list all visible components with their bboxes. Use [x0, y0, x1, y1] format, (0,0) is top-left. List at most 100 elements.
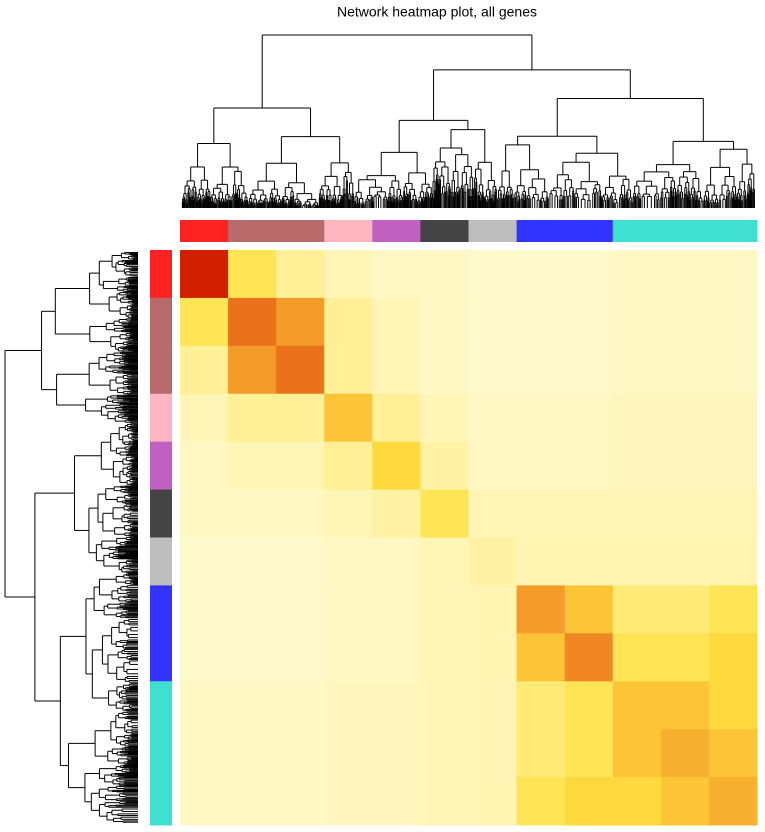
heatmap-cell	[324, 441, 373, 491]
module-color-bar	[324, 220, 373, 242]
heatmap-cell	[708, 681, 758, 730]
heatmap-cell	[420, 681, 469, 730]
heatmap-cell	[612, 489, 662, 538]
heatmap-cell	[708, 297, 758, 347]
heatmap-cell	[180, 250, 229, 299]
heatmap-cell	[612, 297, 662, 347]
heatmap-cell	[468, 250, 518, 299]
heatmap-cell	[564, 537, 614, 586]
heatmap-cell	[228, 441, 277, 491]
heatmap-cell	[324, 250, 373, 299]
heatmap-cell	[372, 297, 421, 347]
heatmap-cell	[660, 345, 710, 395]
module-color-bar	[150, 729, 172, 778]
heatmap-cell	[276, 681, 325, 730]
heatmap-cell	[564, 345, 614, 395]
heatmap-cell	[708, 537, 758, 586]
module-color-bar	[150, 489, 172, 538]
heatmap-cell	[228, 250, 277, 299]
heatmap-cell	[420, 297, 469, 347]
heatmap-cell	[324, 345, 373, 395]
heatmap-cell	[468, 729, 518, 778]
heatmap-cell	[324, 681, 373, 730]
heatmap-cell	[420, 250, 469, 299]
heatmap-cell	[468, 489, 518, 538]
heatmap-cell	[708, 585, 758, 634]
heatmap-cell	[372, 393, 421, 443]
heatmap-cell	[228, 393, 277, 443]
heatmap-cell	[276, 729, 325, 778]
heatmap-cell	[468, 441, 518, 491]
heatmap-cell	[564, 489, 614, 538]
heatmap-cell	[180, 777, 229, 826]
heatmap-cell	[516, 250, 566, 299]
heatmap-cell	[660, 441, 710, 491]
heatmap-cell	[420, 441, 469, 491]
module-color-bar	[228, 220, 277, 242]
heatmap-cell	[180, 681, 229, 730]
heatmap-cell	[324, 729, 373, 778]
heatmap-cell	[324, 537, 373, 586]
heatmap-cell	[180, 345, 229, 395]
heatmap-cell	[612, 441, 662, 491]
heatmap-cell	[564, 250, 614, 299]
heatmap-cell	[516, 633, 566, 682]
heatmap-cell	[228, 297, 277, 347]
heatmap-cell	[468, 345, 518, 395]
heatmap-cell	[468, 633, 518, 682]
heatmap-cell	[372, 537, 421, 586]
heatmap-cell	[180, 537, 229, 586]
heatmap-cell	[420, 393, 469, 443]
heatmap-cell	[660, 681, 710, 730]
heatmap-cell	[324, 585, 373, 634]
heatmap-cell	[612, 729, 662, 778]
heatmap-cell	[516, 537, 566, 586]
module-color-bar	[660, 220, 710, 242]
heatmap-cell	[468, 681, 518, 730]
heatmap-cell	[372, 250, 421, 299]
heatmap-cell	[516, 489, 566, 538]
heatmap-cell	[516, 441, 566, 491]
module-color-bar	[150, 585, 172, 634]
heatmap-cell	[708, 777, 758, 826]
heatmap-cell	[612, 393, 662, 443]
heatmap-cell	[612, 250, 662, 299]
heatmap-cell	[372, 777, 421, 826]
heatmap-cell	[180, 585, 229, 634]
heatmap-cell	[420, 345, 469, 395]
heatmap-cell	[516, 297, 566, 347]
heatmap-cell	[276, 537, 325, 586]
module-color-bar	[150, 681, 172, 730]
heatmap-cell	[468, 537, 518, 586]
module-color-bar	[420, 220, 469, 242]
module-color-bar	[708, 220, 758, 242]
heatmap-cell	[276, 345, 325, 395]
heatmap-cell	[372, 441, 421, 491]
heatmap-cell	[276, 777, 325, 826]
heatmap-cell	[564, 729, 614, 778]
heatmap-cell	[516, 393, 566, 443]
heatmap-cell	[228, 681, 277, 730]
heatmap-cell	[276, 441, 325, 491]
heatmap-cell	[276, 297, 325, 347]
heatmap-cell	[564, 633, 614, 682]
module-color-bar	[150, 777, 172, 826]
heatmap-cell	[660, 393, 710, 443]
heatmap-cell	[516, 729, 566, 778]
heatmap-cell	[564, 297, 614, 347]
module-color-bar	[276, 220, 325, 242]
heatmap-cell	[564, 441, 614, 491]
heatmap-cell	[324, 633, 373, 682]
heatmap-cell	[612, 537, 662, 586]
heatmap-cell	[180, 393, 229, 443]
heatmap-cell	[324, 297, 373, 347]
module-color-bar	[468, 220, 518, 242]
heatmap-cell	[660, 777, 710, 826]
heatmap-cell	[228, 345, 277, 395]
heatmap-cell	[324, 489, 373, 538]
heatmap-cell	[228, 729, 277, 778]
heatmap-cell	[180, 489, 229, 538]
module-color-bar	[150, 393, 172, 443]
heatmap-cell	[708, 633, 758, 682]
module-color-bar	[564, 220, 614, 242]
